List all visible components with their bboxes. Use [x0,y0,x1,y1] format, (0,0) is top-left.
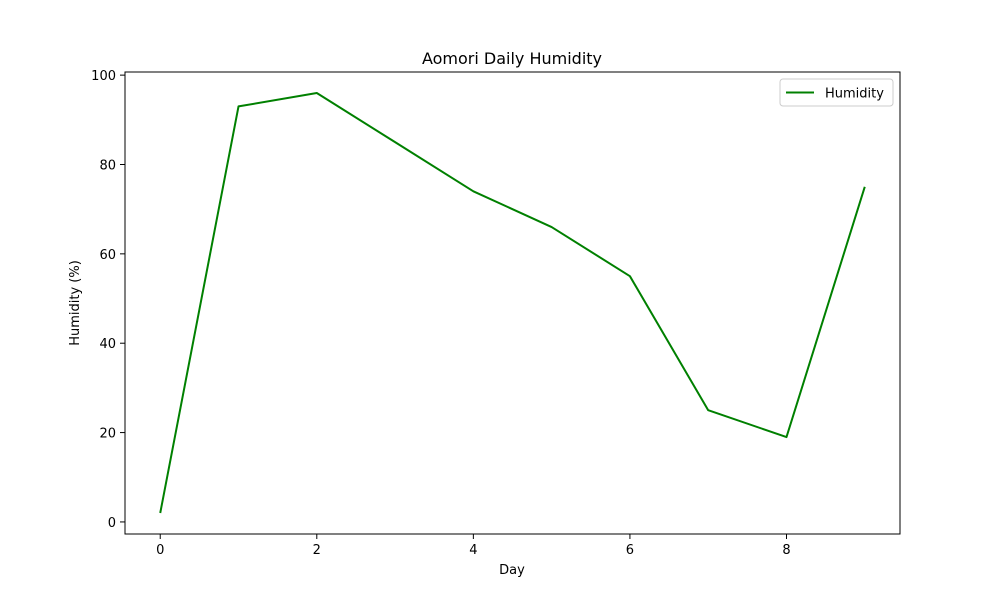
y-tick-label: 100 [91,69,116,84]
y-tick-label: 40 [99,337,116,352]
legend-label: Humidity [825,87,884,102]
y-tick-label: 20 [99,427,116,442]
x-tick-label: 8 [782,543,790,558]
x-tick-label: 0 [156,543,164,558]
plot-area [124,71,901,535]
x-tick-label: 2 [313,543,321,558]
y-axis-label: Humidity (%) [68,260,83,346]
legend: Humidity [779,78,894,107]
series-layer [159,92,866,514]
x-tick-label: 4 [469,543,477,558]
y-tick-label: 0 [108,516,116,531]
y-tick-label: 60 [99,248,116,263]
legend-box [779,78,894,107]
plot-frame [124,71,901,535]
chart-title: Aomori Daily Humidity [422,49,602,68]
x-axis-ticks: 0 2 4 6 8 [156,534,791,558]
humidity-line [159,92,866,514]
x-tick-label: 6 [626,543,634,558]
y-axis-ticks: 0 20 40 60 80 100 [91,69,125,531]
x-axis-label: Day [499,563,525,578]
y-tick-label: 80 [99,158,116,173]
